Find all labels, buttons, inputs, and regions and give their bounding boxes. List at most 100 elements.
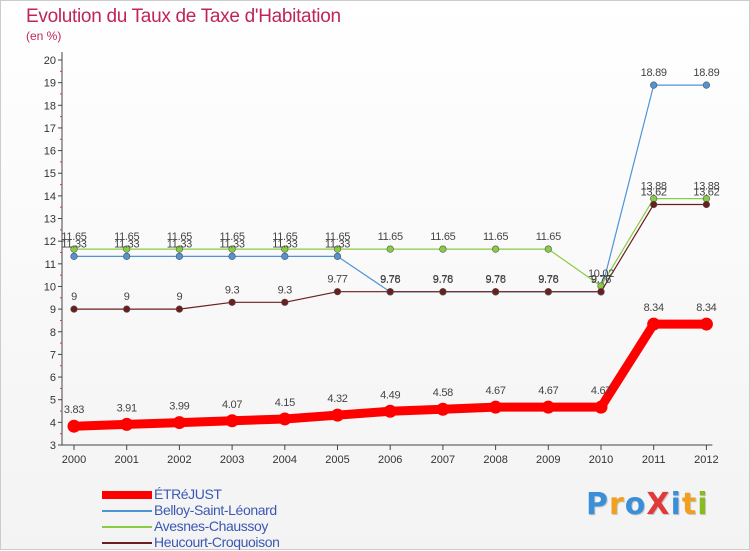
legend-swatch-belloy [102,510,152,512]
data-label-1-0: 11.33 [61,238,86,250]
series-point-2-0 [70,245,78,253]
series-point-2-6 [386,245,394,253]
data-label-3-12: 13.62 [693,186,719,198]
x-tick-label-2004: 2004 [273,454,297,466]
data-label-0-1: 3.91 [117,402,137,414]
series-point-2-2 [175,245,183,253]
x-tick-label-2008: 2008 [483,454,507,466]
data-label-0-5: 4.32 [327,393,347,405]
series-point-2-9 [544,245,552,253]
data-label-0-8: 4.67 [485,385,505,397]
series-point-2-1 [123,245,131,253]
x-tick-label-2001: 2001 [114,454,138,466]
series-point-1-5 [333,252,342,260]
logo-letter-0: P [586,487,609,522]
proxiti-logo: ProXiti [586,487,709,522]
data-label-3-6: 9.78 [380,274,400,286]
x-tick-label-2009: 2009 [536,454,560,466]
legend-item-belloy: Belloy-Saint-Léonard [98,502,418,519]
data-label-1-7: 9.76 [433,274,453,286]
data-label-2-7: 11.65 [430,231,455,243]
series-point-3-12 [702,200,711,209]
series-point-2-3 [228,245,236,253]
data-label-0-7: 4.58 [433,387,453,399]
y-tick-label-7: 7 [50,349,56,361]
series-point-3-0 [70,305,78,313]
data-label-1-10: 9.76 [591,274,611,286]
series-point-1-11 [650,81,658,89]
legend-item-etrejust: ÉTRéJUST [98,486,418,503]
x-tick-label-2005: 2005 [325,454,349,466]
y-tick-label-15: 15 [44,168,56,180]
legend-swatch-avesnes [102,526,152,528]
series-line-1 [73,84,708,293]
legend-swatch-etrejust [102,491,152,499]
chart-plot: 3 4 5 6 7 8 9 10 11 12 13 14 15 16 17 18 19 20 2000 2001 200… [44,52,720,466]
data-label-2-5: 11.65 [325,231,350,243]
series-point-3-3 [228,298,236,306]
data-label-3-9: 9.78 [538,274,558,286]
y-tick-label-17: 17 [44,123,56,135]
series-point-0-5 [331,408,344,422]
data-label-1-12: 18.89 [693,67,719,79]
data-label-2-1: 11.65 [114,231,139,243]
x-tick-label-2007: 2007 [431,454,455,466]
data-label-3-5: 9.77 [327,274,347,286]
chart-subtitle: (en %) [26,29,62,43]
logo-letter-3: X [646,487,671,522]
data-label-1-5: 11.33 [325,238,350,250]
series-point-3-10 [597,288,605,296]
series-point-1-12 [702,81,711,89]
legend-item-heucourt: Heucourt-Croquoison [98,534,418,551]
series-point-2-8 [492,245,500,253]
series-point-3-1 [123,305,131,313]
data-label-3-4: 9.3 [278,284,293,296]
legend-label-belloy: Belloy-Saint-Léonard [154,502,277,518]
x-tick-label-2010: 2010 [589,454,613,466]
y-tick-label-20: 20 [44,55,56,67]
data-label-0-3: 4.07 [222,399,242,411]
data-label-2-2: 11.65 [167,231,192,243]
series-point-0-10 [594,400,608,414]
series-point-1-0 [70,252,78,260]
data-label-2-9: 11.65 [536,231,561,243]
data-label-2-4: 11.65 [272,231,297,243]
y-tick-label-19: 19 [44,78,56,90]
data-label-3-8: 9.78 [485,274,505,286]
data-label-1-8: 9.76 [485,274,505,286]
legend-item-avesnes: Avesnes-Chaussoy [98,518,418,535]
series-point-0-6 [383,404,397,418]
series-point-1-4 [281,252,289,260]
y-tick-label-3: 3 [50,440,56,452]
y-tick-label-12: 12 [44,236,56,248]
y-tick-label-8: 8 [50,327,56,339]
y-tick-label-11: 11 [45,259,56,271]
series-point-0-9 [541,400,555,414]
data-label-3-3: 9.3 [225,284,240,296]
y-tick-label-16: 16 [44,146,56,158]
data-label-0-6: 4.49 [380,389,400,401]
x-tick-label-2000: 2000 [62,454,86,466]
data-label-1-4: 11.33 [272,238,297,250]
x-tick-label-2002: 2002 [167,454,191,466]
y-tick-label-18: 18 [44,100,56,112]
series-point-3-11 [650,200,658,209]
series-point-3-8 [492,288,500,296]
y-tick-label-10: 10 [44,281,56,293]
data-label-3-0: 9 [71,291,77,303]
x-tick-label-2011: 2011 [642,454,666,466]
data-label-3-7: 9.78 [433,274,453,286]
data-label-0-10: 4.67 [591,385,611,397]
y-tick-label-9: 9 [50,304,56,316]
series-point-2-7 [439,245,447,253]
data-label-2-3: 11.65 [219,231,244,243]
series-point-0-11 [647,317,661,331]
data-label-0-9: 4.67 [538,385,558,397]
data-label-0-12: 8.34 [696,302,716,314]
logo-letter-6: i [697,487,709,522]
y-tick-label-5: 5 [50,395,56,407]
data-label-3-2: 9 [176,291,182,303]
data-label-2-12: 13.88 [693,181,719,193]
series-point-1-3 [228,252,236,260]
data-label-2-6: 11.65 [378,231,403,243]
